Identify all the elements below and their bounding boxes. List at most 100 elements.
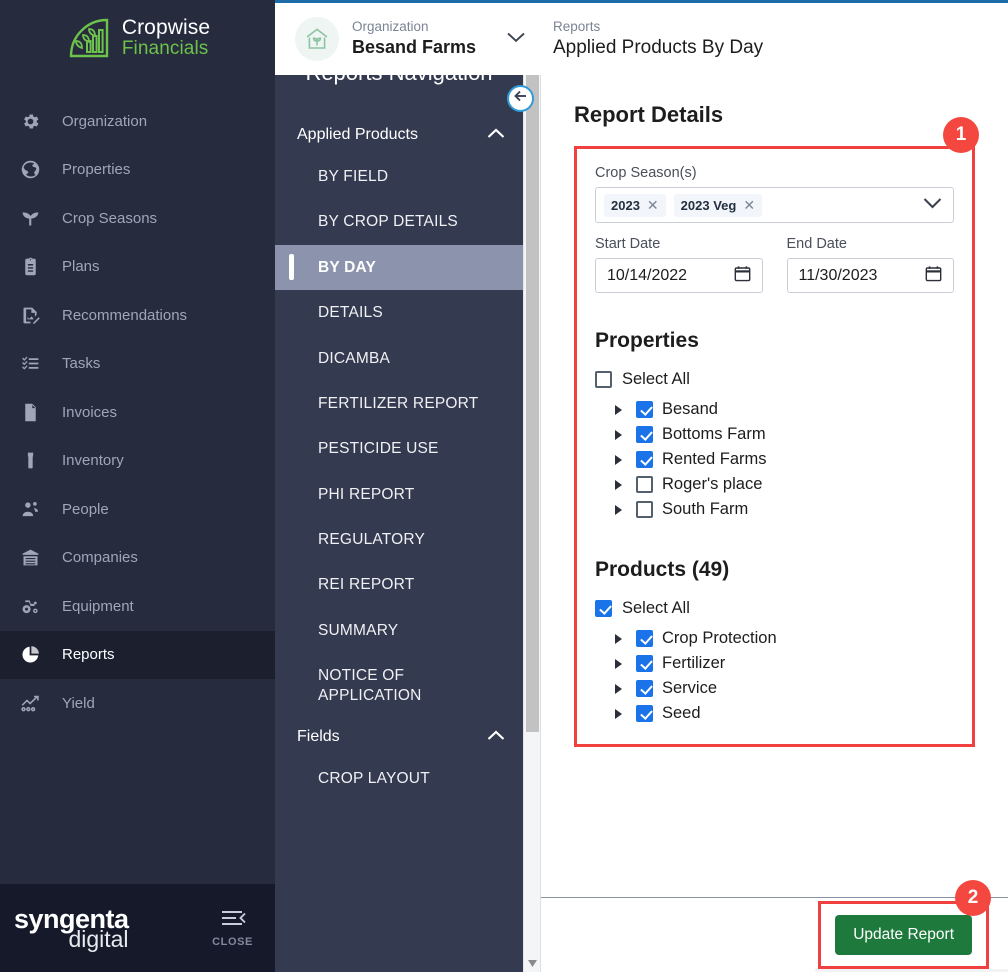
properties-select-all-checkbox[interactable] bbox=[595, 371, 612, 388]
property-label: South Farm bbox=[662, 500, 749, 518]
products-select-all-label: Select All bbox=[622, 599, 690, 617]
sidebar-item-inventory[interactable]: Inventory bbox=[0, 437, 275, 486]
expand-triangle-icon[interactable] bbox=[615, 633, 627, 644]
property-row-besand[interactable]: Besand bbox=[595, 397, 954, 422]
sidebar-item-organization[interactable]: Organization bbox=[0, 97, 275, 146]
sidebar-item-properties[interactable]: Properties bbox=[0, 146, 275, 195]
property-row-south-farm[interactable]: South Farm bbox=[595, 497, 954, 522]
start-date-input[interactable]: 10/14/2022 bbox=[595, 258, 763, 293]
document-edit-icon bbox=[18, 303, 42, 327]
product-row-service[interactable]: Service bbox=[595, 676, 954, 701]
brand-name-line1: Cropwise bbox=[121, 15, 211, 39]
collapse-reports-nav-button[interactable] bbox=[507, 85, 534, 112]
product-row-fertilizer[interactable]: Fertilizer bbox=[595, 651, 954, 676]
arrow-left-circle-icon bbox=[513, 88, 529, 109]
property-checkbox[interactable] bbox=[636, 451, 653, 468]
expand-triangle-icon[interactable] bbox=[615, 404, 627, 415]
reports-group-label: Applied Products bbox=[297, 126, 418, 143]
page-title: Report Details bbox=[574, 102, 724, 127]
reports-nav-scrollbar[interactable] bbox=[523, 0, 540, 972]
scroll-down-arrow-icon[interactable] bbox=[524, 955, 541, 972]
report-details-content: Report Details Crop Season(s) 2023 ✕ 202… bbox=[540, 75, 1008, 972]
globe-icon bbox=[18, 158, 42, 182]
crop-season-chip[interactable]: 2023 Veg ✕ bbox=[673, 193, 763, 217]
crop-season-chip[interactable]: 2023 ✕ bbox=[604, 193, 666, 217]
property-checkbox[interactable] bbox=[636, 401, 653, 418]
expand-triangle-icon[interactable] bbox=[615, 658, 627, 669]
properties-select-all-row[interactable]: Select All bbox=[595, 367, 954, 392]
reports-nav-item-rei-report[interactable]: REI REPORT bbox=[318, 576, 415, 594]
calendar-icon[interactable] bbox=[925, 265, 942, 287]
reports-group-fields[interactable]: Fields bbox=[275, 718, 523, 756]
reports-nav-item-crop-layout[interactable]: CROP LAYOUT bbox=[318, 769, 430, 787]
product-checkbox[interactable] bbox=[636, 705, 653, 722]
date-range-row: Start Date 10/14/2022 bbox=[595, 236, 954, 293]
sidebar-item-label: Recommendations bbox=[62, 306, 188, 324]
annotation-badge-1: 1 bbox=[943, 117, 979, 153]
sidebar-item-reports[interactable]: Reports bbox=[0, 630, 275, 679]
crop-season-label: Crop Season(s) bbox=[595, 165, 697, 181]
crop-season-multiselect[interactable]: 2023 ✕ 2023 Veg ✕ bbox=[595, 187, 954, 223]
expand-triangle-icon[interactable] bbox=[615, 708, 627, 719]
properties-select-all-label: Select All bbox=[622, 370, 690, 388]
end-date-input[interactable]: 11/30/2023 bbox=[786, 258, 954, 293]
sidebar-item-tasks[interactable]: Tasks bbox=[0, 340, 275, 389]
sidebar-item-label: People bbox=[62, 500, 109, 518]
reports-nav-item-pesticide-use[interactable]: PESTICIDE USE bbox=[318, 440, 439, 458]
close-sidebar-button[interactable]: CLOSE bbox=[212, 909, 253, 948]
reports-nav-item-by-day[interactable]: BY DAY bbox=[275, 244, 523, 291]
property-checkbox[interactable] bbox=[636, 426, 653, 443]
reports-nav-item-dicamba[interactable]: DICAMBA bbox=[318, 349, 391, 367]
close-x-icon[interactable]: ✕ bbox=[743, 196, 756, 213]
sidebar-item-recommendations[interactable]: Recommendations bbox=[0, 291, 275, 340]
property-row-bottoms-farm[interactable]: Bottoms Farm bbox=[595, 422, 954, 447]
reports-nav-item-by-field[interactable]: BY FIELD bbox=[318, 168, 389, 185]
close-x-icon[interactable]: ✕ bbox=[646, 196, 659, 213]
sidebar-item-crop-seasons[interactable]: Crop Seasons bbox=[0, 194, 275, 243]
sidebar-item-plans[interactable]: Plans bbox=[0, 243, 275, 292]
reports-group-applied-products[interactable]: Applied Products bbox=[275, 116, 523, 154]
expand-triangle-icon[interactable] bbox=[615, 504, 627, 515]
reports-nav-item-notice-of-application[interactable]: NOTICE OF APPLICATION bbox=[318, 667, 422, 704]
chip-label: 2023 bbox=[611, 197, 640, 213]
update-report-button[interactable]: Update Report bbox=[835, 915, 972, 955]
expand-triangle-icon[interactable] bbox=[615, 454, 627, 465]
reports-nav-item-regulatory[interactable]: REGULATORY bbox=[318, 531, 426, 548]
expand-triangle-icon[interactable] bbox=[615, 429, 627, 440]
reports-nav-scrollbar-thumb[interactable] bbox=[526, 17, 539, 732]
property-checkbox[interactable] bbox=[636, 476, 653, 493]
chevron-down-icon[interactable] bbox=[923, 196, 945, 214]
organization-selector[interactable]: Organization Besand Farms bbox=[275, 17, 530, 61]
property-row-rogers-place[interactable]: Roger's place bbox=[595, 472, 954, 497]
products-select-all-checkbox[interactable] bbox=[595, 600, 612, 617]
product-label: Fertilizer bbox=[662, 654, 726, 672]
crop-chart-icon bbox=[65, 14, 113, 62]
product-row-seed[interactable]: Seed bbox=[595, 701, 954, 726]
product-checkbox[interactable] bbox=[636, 630, 653, 647]
reports-nav-item-by-crop-details[interactable]: BY CROP DETAILS bbox=[318, 213, 458, 231]
sidebar-item-companies[interactable]: Companies bbox=[0, 534, 275, 583]
sidebar-item-yield[interactable]: Yield bbox=[0, 679, 275, 728]
sidebar-item-invoices[interactable]: Invoices bbox=[0, 388, 275, 437]
calendar-icon[interactable] bbox=[734, 265, 751, 287]
sidebar-item-label: Crop Seasons bbox=[62, 209, 158, 227]
property-row-rented-farms[interactable]: Rented Farms bbox=[595, 447, 954, 472]
report-filters-highlight: Crop Season(s) 2023 ✕ 2023 Veg ✕ bbox=[574, 146, 975, 747]
property-checkbox[interactable] bbox=[636, 501, 653, 518]
sidebar-item-label: Inventory bbox=[62, 452, 124, 470]
expand-triangle-icon[interactable] bbox=[615, 479, 627, 490]
reports-nav-item-phi-report[interactable]: PHI REPORT bbox=[318, 485, 415, 503]
property-label: Besand bbox=[662, 400, 718, 418]
sidebar-item-people[interactable]: People bbox=[0, 485, 275, 534]
product-label: Crop Protection bbox=[662, 629, 777, 647]
products-select-all-row[interactable]: Select All bbox=[595, 596, 954, 621]
product-checkbox[interactable] bbox=[636, 655, 653, 672]
reports-nav-item-details[interactable]: DETAILS bbox=[318, 304, 383, 322]
product-row-crop-protection[interactable]: Crop Protection bbox=[595, 626, 954, 651]
sidebar-item-equipment[interactable]: Equipment bbox=[0, 582, 275, 631]
expand-triangle-icon[interactable] bbox=[615, 683, 627, 694]
product-checkbox[interactable] bbox=[636, 680, 653, 697]
reports-nav-item-fertilizer-report[interactable]: FERTILIZER REPORT bbox=[318, 394, 479, 412]
reports-nav-item-summary[interactable]: SUMMARY bbox=[318, 621, 399, 639]
chevron-down-icon[interactable] bbox=[502, 26, 530, 52]
